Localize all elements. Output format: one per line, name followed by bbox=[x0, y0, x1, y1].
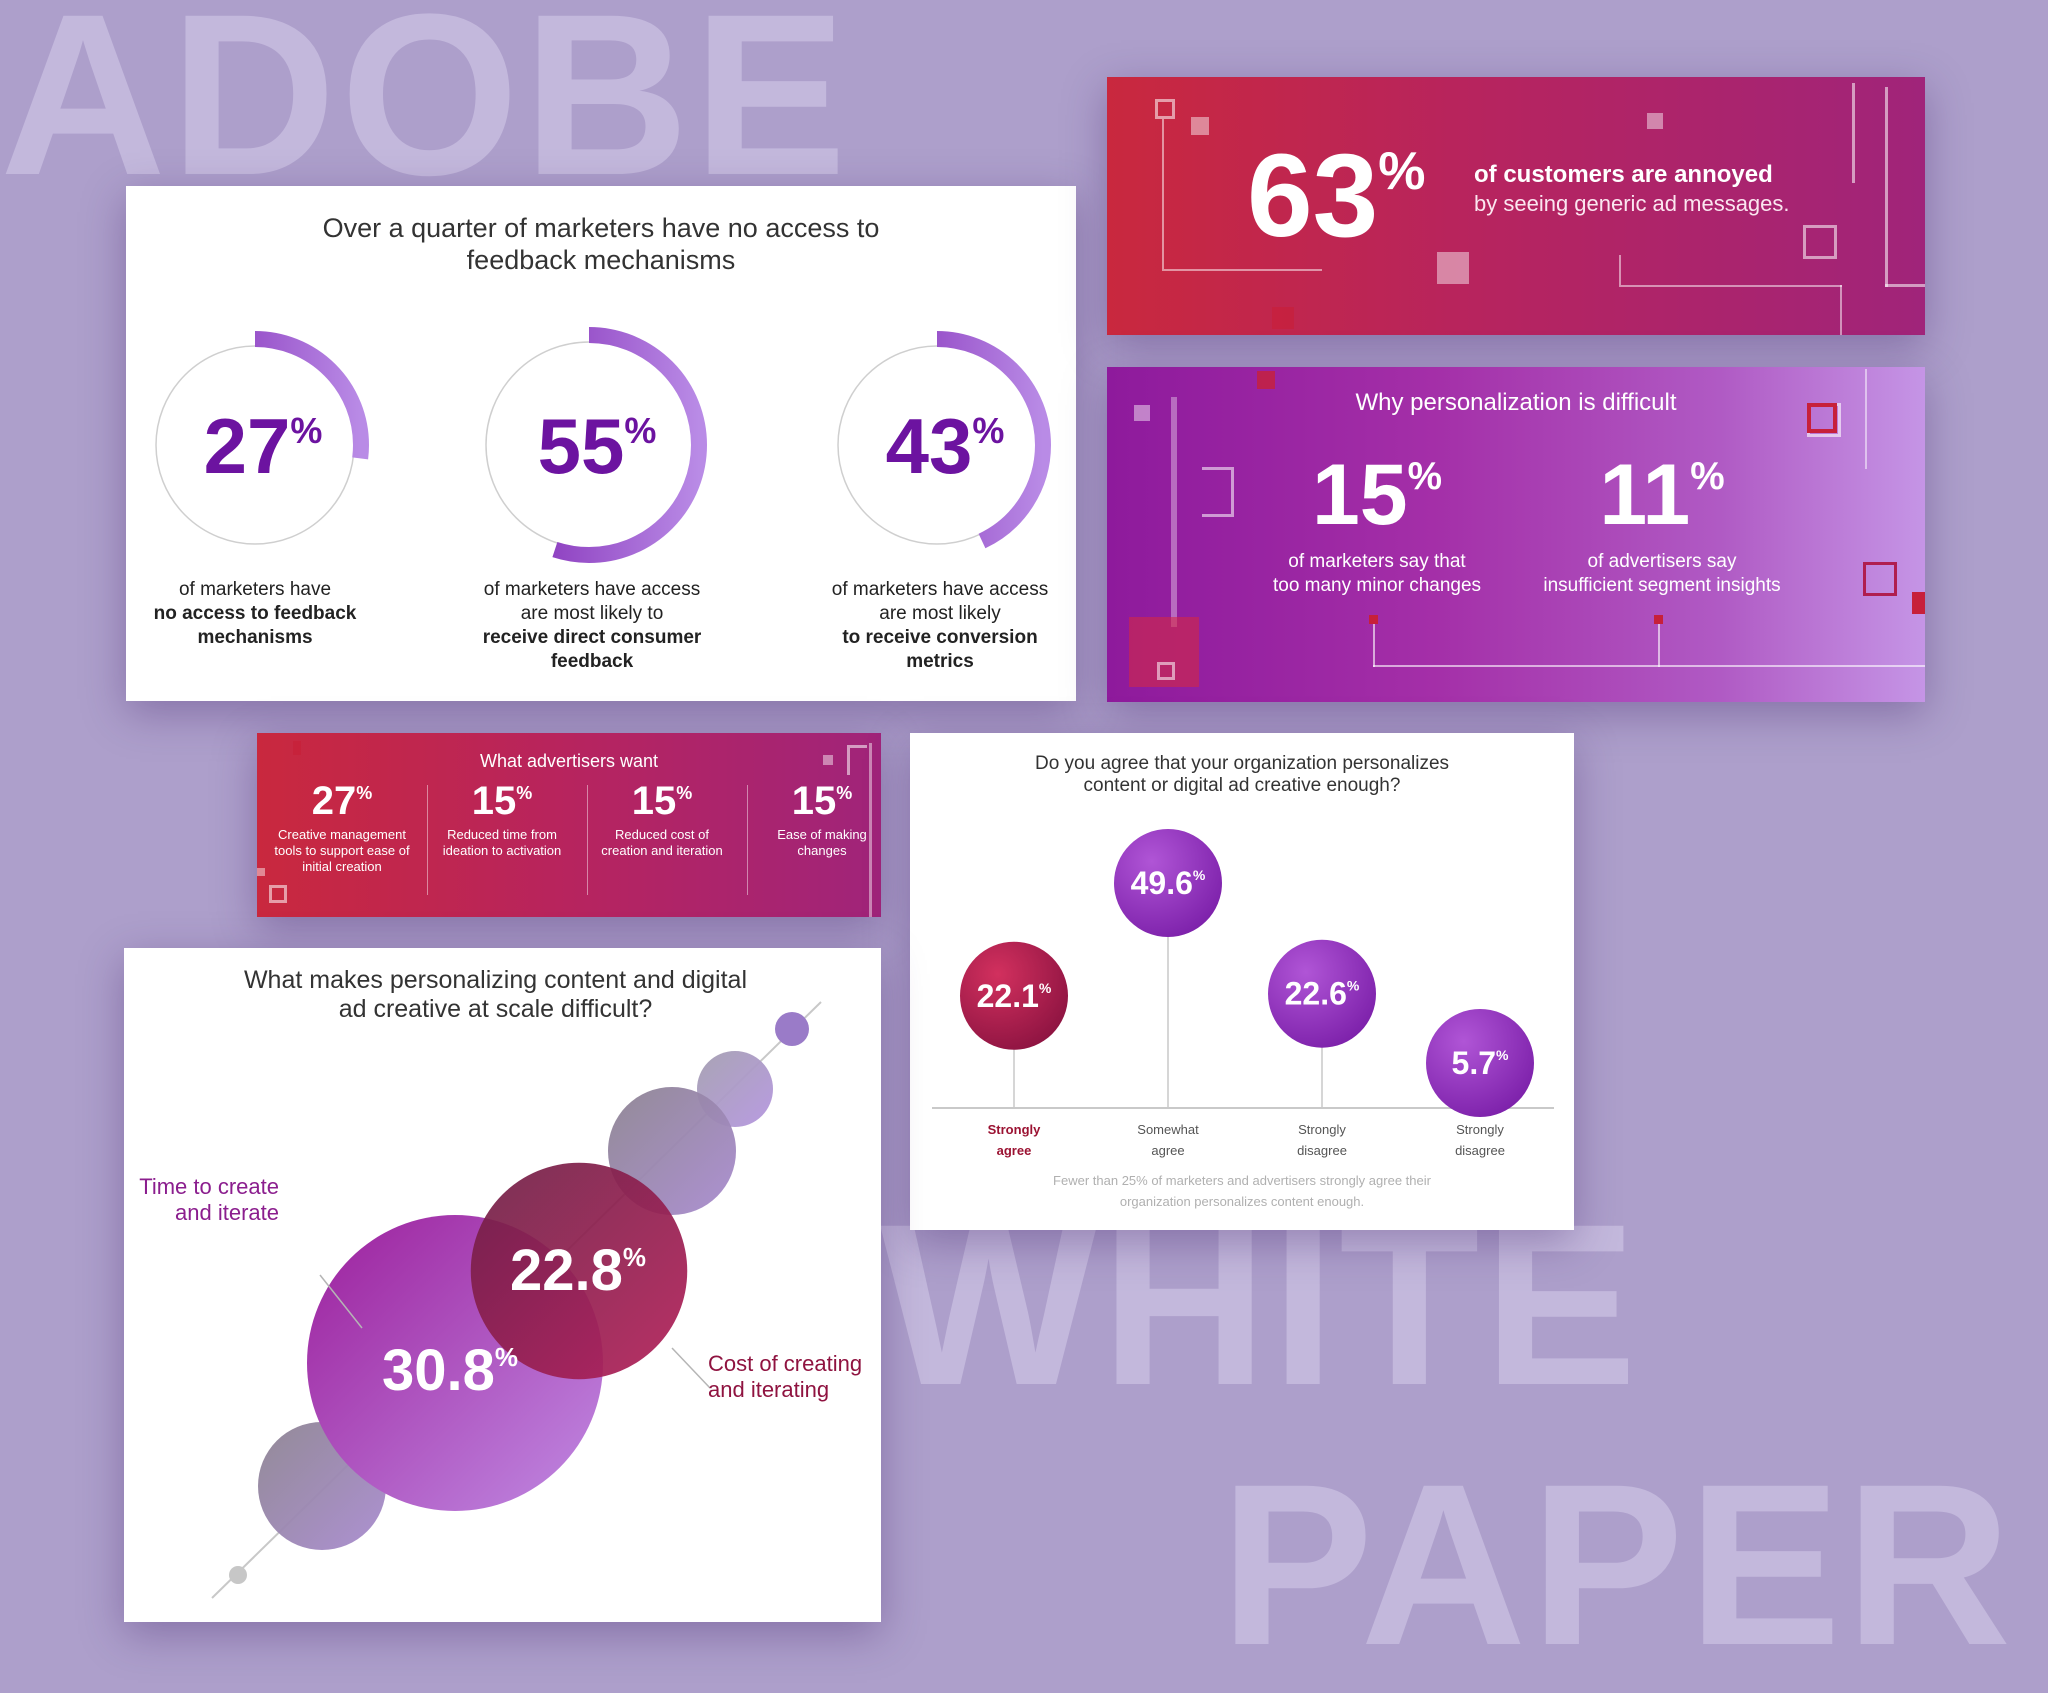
bg-word-paper: PAPER bbox=[1220, 1436, 2016, 1693]
agree-label-3: Strongly disagree bbox=[1455, 1122, 1505, 1158]
agree-chart-svg: 22.1% Strongly agree 49.6% Somewhat agree 22.6… bbox=[932, 829, 1554, 1158]
ring-caption-2: of marketers have access are most likely… bbox=[820, 578, 1060, 674]
why-card: Why personalization is difficult 15% of … bbox=[1107, 367, 1925, 702]
bubble-chart-svg: 30.8% 22.8% bbox=[211, 1001, 822, 1599]
want-item-value-1: 15% bbox=[471, 779, 533, 823]
ring-value-1: 55% bbox=[538, 402, 657, 490]
ring-value-2: 43% bbox=[886, 402, 1005, 490]
want-item-1: 15% Reduced time from ideation to activati… bbox=[427, 781, 577, 859]
why-stat-1: 11% of advertisers say insufficient segm… bbox=[1543, 447, 1781, 596]
want-item-line-0-2: initial creation bbox=[302, 859, 382, 874]
annoyed-line1: of customers are annoyed bbox=[1474, 161, 1773, 188]
want-item-0: 27% Creative management tools to support e… bbox=[267, 781, 417, 875]
agree-card: Do you agree that your organization pers… bbox=[910, 733, 1574, 1230]
agree-value-1: 49.6% bbox=[1131, 865, 1206, 901]
ring-arc-2 bbox=[823, 331, 1051, 559]
bubble-cost-value: 22.8% bbox=[510, 1238, 646, 1303]
ring-caption-bold-2: to receive conversion metrics bbox=[842, 627, 1038, 672]
ring-caption-bold-0: no access to feedback mechanisms bbox=[153, 603, 357, 648]
time-leader-line bbox=[319, 1274, 363, 1329]
want-item-value-2: 15% bbox=[631, 779, 693, 823]
ring-value-0: 27% bbox=[204, 402, 323, 490]
feedback-card: Over a quarter of marketers have no acce… bbox=[126, 186, 1076, 701]
agree-bubble-2 bbox=[1268, 939, 1376, 1048]
bubble-cost bbox=[470, 1162, 688, 1380]
bubble-dot-bottom bbox=[229, 1566, 247, 1584]
want-item-2: 15% Reduced cost of creation and iteration bbox=[587, 781, 737, 859]
want-item-line-3-1: changes bbox=[797, 843, 847, 858]
agree-bubble-3 bbox=[1426, 1009, 1534, 1117]
agree-bubble-0 bbox=[960, 941, 1068, 1050]
bubble-title: What makes personalizing content and dig… bbox=[243, 966, 748, 1023]
want-item-line-3-0: Ease of making bbox=[777, 827, 867, 842]
bubble-card: What makes personalizing content and dig… bbox=[124, 948, 881, 1622]
agree-value-2: 22.6% bbox=[1285, 976, 1360, 1012]
want-item-line-1-1: ideation to activation bbox=[442, 843, 562, 858]
agree-label-1: Somewhat agree bbox=[1137, 1122, 1199, 1158]
want-item-line-0-0: Creative management bbox=[278, 827, 406, 842]
want-item-line-2-1: creation and iteration bbox=[601, 843, 723, 858]
ring-caption-plain-1: of marketers have access are most likely… bbox=[483, 579, 701, 624]
want-title: What advertisers want bbox=[479, 751, 659, 771]
ring-caption-1: of marketers have access are most likely… bbox=[472, 578, 712, 674]
agree-label-2: Strongly disagree bbox=[1297, 1122, 1347, 1158]
ring-caption-plain-0: of marketers have bbox=[178, 579, 332, 600]
want-item-3: 15% Ease of making changes bbox=[747, 781, 881, 859]
annoyed-card: 63% of customers are annoyed by seeing g… bbox=[1107, 77, 1925, 335]
ring-arc-0 bbox=[141, 331, 369, 559]
ring-caption-plain-2: of marketers have access are most likely bbox=[831, 579, 1049, 624]
cost-leader-line bbox=[671, 1347, 711, 1389]
agree-bubble-1 bbox=[1114, 829, 1222, 937]
feedback-rings-svg: 27% 55% 43% bbox=[141, 327, 1051, 563]
why-title: Why personalization is difficult bbox=[1355, 389, 1677, 416]
bubble-dot-top bbox=[775, 1012, 809, 1046]
annoyed-value: 63% bbox=[1247, 130, 1426, 262]
want-item-line-1-0: Reduced time from bbox=[447, 827, 557, 842]
want-card: What advertisers want 27% Creative manage… bbox=[257, 733, 881, 917]
agree-title: Do you agree that your organization pers… bbox=[1034, 753, 1450, 796]
want-item-line-0-1: tools to support ease of bbox=[274, 843, 410, 858]
bubble-time-value: 30.8% bbox=[382, 1338, 518, 1403]
feedback-card-title: Over a quarter of marketers have no acce… bbox=[322, 213, 880, 275]
label-cost: Cost of creating and iterating bbox=[708, 1351, 863, 1402]
ring-arc-1 bbox=[471, 327, 707, 563]
ring-caption-0: of marketers have no access to feedback m… bbox=[135, 578, 375, 650]
agree-value-0: 22.1% bbox=[977, 978, 1052, 1014]
want-item-value-3: 15% bbox=[791, 779, 853, 823]
label-time: Time to create and iterate bbox=[139, 1174, 279, 1225]
bg-word-adobe: ADOBE bbox=[0, 0, 851, 223]
agree-label-0: Strongly agree bbox=[988, 1122, 1041, 1158]
agree-footnote: Fewer than 25% of marketers and advertis… bbox=[1053, 1173, 1431, 1209]
why-stat-0: 15% of marketers say that too many minor… bbox=[1272, 447, 1482, 596]
want-item-line-2-0: Reduced cost of bbox=[615, 827, 709, 842]
agree-value-3: 5.7% bbox=[1452, 1045, 1509, 1081]
want-item-value-0: 27% bbox=[311, 779, 373, 823]
ring-caption-bold-1: receive direct consumer feedback bbox=[482, 627, 702, 672]
annoyed-line2: by seeing generic ad messages. bbox=[1474, 191, 1790, 216]
